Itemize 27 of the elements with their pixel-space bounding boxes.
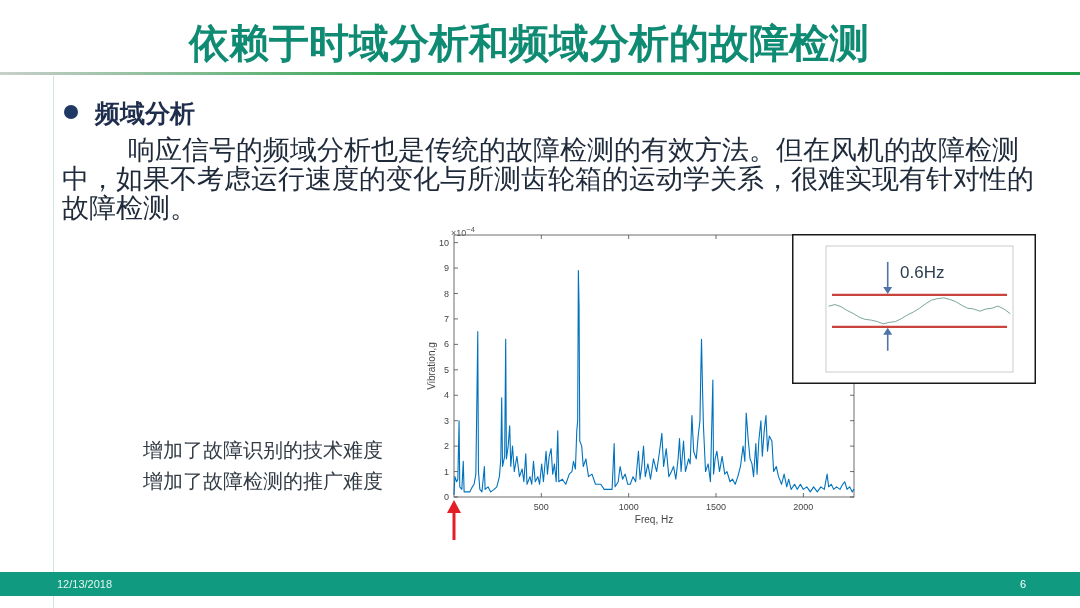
x-tick-label: 1500 (705, 502, 727, 512)
annotation: ×10$^{−4}$ (451, 225, 475, 238)
y-tick-label: 4 (443, 390, 449, 401)
y-axis-title: Vibration,g (426, 342, 437, 390)
y-tick-label: 8 (443, 288, 449, 299)
y-tick-label: 10 (438, 237, 449, 248)
y-tick-label: 9 (443, 263, 449, 274)
text: 0.6Hz (900, 262, 945, 284)
y-tick-label: 3 (443, 415, 449, 426)
x-tick-label: 500 (533, 502, 549, 512)
x-tick-label: 1000 (618, 502, 639, 512)
y-tick-label: 7 (443, 313, 449, 324)
y-tick-label: 2 (443, 441, 449, 452)
text: 增加了故障检测的推广难度 (143, 469, 383, 494)
y-tick-label: 6 (443, 339, 449, 350)
text: 频域分析 (95, 98, 195, 128)
chart-title: 依赖于时域分析和频域分析的故障检测 (187, 20, 870, 67)
text: 6 (1020, 577, 1027, 591)
line-series (453, 270, 855, 496)
y-tick-label: 0 (443, 492, 449, 502)
text: 增加了故障识别的技术难度 (143, 438, 383, 463)
y-tick-label: 1 (443, 466, 449, 477)
text: 12/13/2018 (57, 577, 113, 591)
x-tick-label: 2000 (793, 502, 814, 512)
y-tick-label: 5 (443, 364, 449, 375)
text: 响应信号的频域分析也是传统的故障检测的有效方法。但在风机的故障检测中，如果不考虑运行速度的变化与所测齿轮箱的运动学关系，很难实现有针对性的故障检测。 (62, 135, 1035, 223)
x-axis-title: Freq, Hz (634, 514, 674, 525)
